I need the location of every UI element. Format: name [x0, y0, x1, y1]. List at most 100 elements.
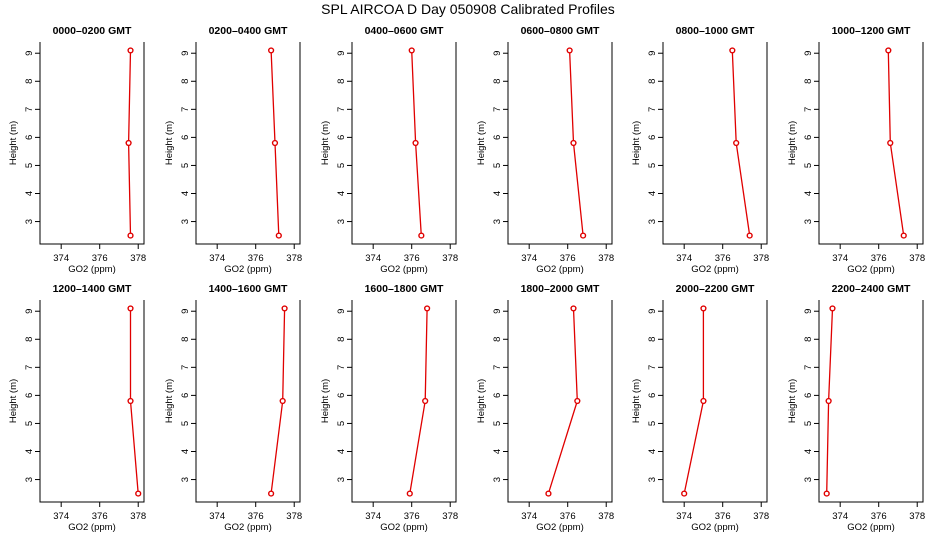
y-tick-label: 3 — [492, 219, 503, 224]
profile-point — [570, 139, 577, 147]
y-tick-label: 9 — [24, 309, 35, 314]
profile-panel: 1600–1800 GMT 374 376 378 3 4 5 6 7 8 9 GO2 (ppm) He… — [320, 283, 458, 533]
x-tick-label: 374 — [53, 253, 69, 264]
y-axis-label: Height (m) — [164, 121, 175, 165]
panel-title: 0400–0600 GMT — [365, 25, 444, 37]
y-tick-label: 4 — [492, 191, 503, 196]
y-tick-label: 3 — [803, 219, 814, 224]
x-axis-label: GO2 (ppm) — [691, 264, 739, 275]
y-tick-label: 5 — [24, 163, 35, 168]
y-tick-label: 6 — [24, 135, 35, 140]
panel-title: 1400–1600 GMT — [209, 283, 288, 295]
y-tick-label: 8 — [803, 79, 814, 84]
x-tick-label: 374 — [832, 253, 848, 264]
y-tick-label: 4 — [24, 191, 35, 196]
panel-title: 0000–0200 GMT — [53, 25, 132, 37]
y-tick-label: 8 — [647, 337, 658, 342]
y-tick-label: 7 — [803, 107, 814, 112]
x-tick-label: 374 — [365, 511, 381, 522]
profile-point — [545, 490, 552, 497]
y-tick-label: 3 — [803, 477, 814, 482]
profile-point — [127, 47, 134, 54]
y-tick-label: 7 — [647, 107, 658, 112]
plot-frame — [662, 300, 768, 503]
profile-point — [829, 305, 836, 312]
profile-panel: 2000–2200 GMT 374 376 378 3 4 5 6 7 8 9 GO2 (ppm) He… — [631, 283, 769, 533]
profile-point — [422, 397, 429, 405]
x-axis-label: GO2 (ppm) — [224, 522, 272, 533]
y-tick-label: 7 — [492, 365, 503, 370]
y-tick-label: 8 — [492, 337, 503, 342]
y-tick-label: 9 — [803, 51, 814, 56]
plot-frame — [662, 42, 768, 245]
x-axis-label: GO2 (ppm) — [380, 522, 428, 533]
profile-point — [900, 232, 907, 239]
y-axis-label: Height (m) — [8, 121, 19, 165]
plot-frame — [507, 300, 613, 503]
plot-frame — [818, 300, 924, 503]
x-tick-label: 376 — [248, 253, 264, 264]
y-tick-label: 9 — [492, 309, 503, 314]
profile-point — [125, 139, 132, 147]
profile-point — [135, 490, 142, 497]
y-tick-label: 8 — [180, 79, 191, 84]
y-tick-label: 9 — [647, 51, 658, 56]
x-axis-label: GO2 (ppm) — [68, 522, 116, 533]
y-tick-label: 7 — [24, 365, 35, 370]
y-tick-label: 4 — [647, 449, 658, 454]
plot-frame — [195, 300, 301, 503]
y-tick-label: 4 — [803, 449, 814, 454]
x-tick-label: 376 — [92, 253, 108, 264]
y-tick-label: 8 — [803, 337, 814, 342]
y-tick-label: 7 — [336, 107, 347, 112]
profile-point — [418, 232, 425, 239]
profile-panel: 1400–1600 GMT 374 376 378 3 4 5 6 7 8 9 GO2 (ppm) He… — [164, 283, 302, 533]
profile-point — [746, 232, 753, 239]
y-tick-label: 4 — [24, 449, 35, 454]
y-tick-label: 6 — [647, 135, 658, 140]
y-tick-label: 7 — [24, 107, 35, 112]
x-tick-label: 378 — [130, 253, 146, 264]
y-tick-label: 5 — [336, 421, 347, 426]
profile-panel: 0600–0800 GMT 374 376 378 3 4 5 6 7 8 9 GO2 (ppm) He… — [476, 25, 614, 275]
y-axis-label: Height (m) — [476, 379, 487, 423]
x-tick-label: 378 — [286, 511, 302, 522]
y-tick-label: 5 — [803, 163, 814, 168]
panel-title: 1600–1800 GMT — [365, 283, 444, 295]
panel-title: 1800–2000 GMT — [521, 283, 600, 295]
y-tick-label: 8 — [492, 79, 503, 84]
y-tick-label: 9 — [180, 309, 191, 314]
y-tick-label: 4 — [180, 191, 191, 196]
x-tick-label: 374 — [209, 253, 225, 264]
profile-point — [885, 47, 892, 54]
y-tick-label: 8 — [336, 79, 347, 84]
x-tick-label: 376 — [404, 511, 420, 522]
y-tick-label: 4 — [336, 191, 347, 196]
y-tick-label: 5 — [180, 163, 191, 168]
profile-point — [700, 305, 707, 312]
x-tick-label: 376 — [248, 511, 264, 522]
profile-panel: 0000–0200 GMT 374 376 378 3 4 5 6 7 8 9 GO2 (ppm) He… — [8, 25, 146, 275]
x-axis-label: GO2 (ppm) — [380, 264, 428, 275]
profile-point — [271, 139, 279, 147]
x-tick-label: 376 — [560, 253, 576, 264]
x-tick-label: 376 — [871, 511, 887, 522]
profile-point — [700, 397, 707, 405]
y-tick-label: 7 — [647, 365, 658, 370]
profile-point — [127, 232, 134, 239]
y-tick-label: 9 — [492, 51, 503, 56]
profile-panel: 2200–2400 GMT 374 376 378 3 4 5 6 7 8 9 GO2 (ppm) He… — [787, 283, 925, 533]
x-tick-label: 378 — [598, 511, 614, 522]
profile-point — [281, 305, 288, 312]
y-axis-label: Height (m) — [320, 121, 331, 165]
profile-point — [275, 232, 282, 239]
y-tick-label: 6 — [336, 135, 347, 140]
profile-point — [408, 47, 415, 54]
y-tick-label: 4 — [180, 449, 191, 454]
profile-point — [412, 139, 419, 147]
plot-frame — [507, 42, 613, 245]
profile-point — [268, 47, 275, 54]
x-tick-label: 378 — [753, 511, 769, 522]
x-tick-label: 374 — [209, 511, 225, 522]
y-tick-label: 5 — [492, 421, 503, 426]
